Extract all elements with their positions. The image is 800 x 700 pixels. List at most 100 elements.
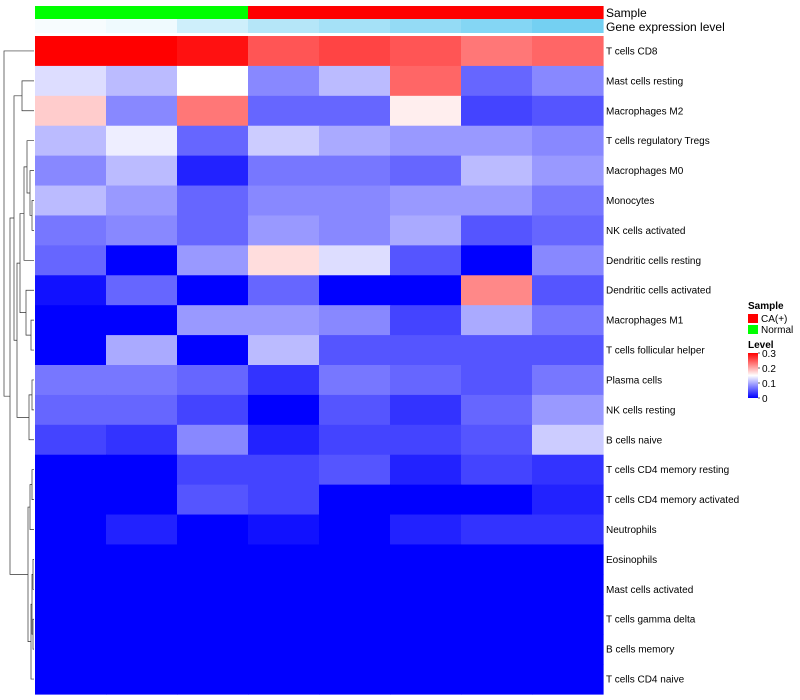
heatmap-cell	[35, 574, 107, 605]
heatmap-cell	[532, 394, 604, 426]
heatmap-cell	[248, 36, 320, 67]
dendrogram-branch	[26, 140, 34, 194]
row-label: T cells follicular helper	[606, 346, 705, 357]
heatmap-cell	[319, 36, 391, 67]
heatmap-cell	[177, 424, 249, 456]
heatmap-cell	[319, 544, 391, 575]
heatmap-cell	[319, 65, 391, 97]
heatmap-cell	[390, 155, 462, 187]
heatmap-cell	[35, 36, 107, 67]
heatmap-cell	[177, 664, 249, 695]
heatmap-cell	[532, 335, 604, 366]
sample-annotation-cell	[35, 6, 107, 19]
dendrogram-branch	[28, 394, 34, 441]
heatmap-cell	[461, 95, 533, 127]
heatmap-cell	[319, 664, 391, 695]
heatmap-cell	[177, 544, 249, 575]
row-label: Monocytes	[606, 196, 654, 207]
row-label: Macrophages M0	[606, 166, 684, 177]
heatmap-cell	[461, 275, 533, 306]
heatmap-cell	[106, 664, 178, 695]
dendrogram-branch	[9, 217, 28, 575]
heatmap-cell	[177, 65, 249, 97]
expression-annotation-cell	[177, 19, 249, 33]
heatmap-cell	[461, 36, 533, 67]
heatmap-cell	[532, 544, 604, 575]
heatmap-cell	[461, 185, 533, 217]
heatmap-cell	[177, 36, 249, 67]
legend-ca-label: CA(+)	[761, 314, 787, 325]
row-labels: T cells CD8 Mast cells resting Macrophages…	[606, 46, 739, 685]
row-label: Macrophages M2	[606, 106, 684, 117]
heatmap-cell	[35, 185, 107, 217]
row-label: B cells naive	[606, 435, 663, 446]
heatmap-cell	[106, 215, 178, 246]
heatmap-cell	[35, 65, 107, 97]
heatmap-cell	[319, 394, 391, 426]
heatmap-cell	[177, 95, 249, 127]
heatmap-cell	[248, 394, 320, 426]
heatmap-cell	[390, 514, 462, 546]
heatmap-cell	[319, 634, 391, 665]
heatmap-cell	[532, 634, 604, 665]
row-label: Dendritic cells resting	[606, 256, 701, 267]
heatmap-cell	[248, 424, 320, 456]
row-label: T cells regulatory Tregs	[606, 136, 710, 147]
heatmap-cell	[177, 305, 249, 336]
heatmap-cell	[461, 125, 533, 157]
expression-annotation-cell	[461, 19, 533, 33]
heatmap-cell	[35, 215, 107, 246]
heatmap-cell	[532, 514, 604, 546]
heatmap-cell	[319, 125, 391, 157]
heatmap-cell	[177, 454, 249, 486]
row-label: T cells CD4 naive	[606, 675, 685, 686]
heatmap-cell	[248, 604, 320, 635]
heatmap-cell	[106, 544, 178, 575]
heatmap-cell	[177, 634, 249, 665]
legend-normal-label: Normal	[761, 325, 793, 336]
heatmap-cell	[461, 544, 533, 575]
heatmap-cell	[532, 36, 604, 67]
legend-sample-title: Sample	[748, 301, 784, 312]
heatmap-cell	[106, 634, 178, 665]
heatmap-cell	[106, 305, 178, 336]
legend-level-gradient	[748, 353, 758, 398]
heatmap-cell	[390, 394, 462, 426]
row-label: Dendritic cells activated	[606, 286, 711, 297]
heatmap-cell	[390, 604, 462, 635]
legend-tick-label: 0.1	[762, 379, 776, 390]
heatmap-cell	[390, 185, 462, 217]
heatmap-cell	[248, 544, 320, 575]
sample-annotation-cell	[319, 6, 391, 19]
heatmap-cell	[106, 95, 178, 127]
heatmap-cell	[248, 125, 320, 157]
heatmap-cell	[106, 245, 178, 276]
heatmap-cell	[35, 604, 107, 635]
heatmap-cell	[461, 155, 533, 187]
heatmap-cell	[319, 155, 391, 187]
heatmap-cell	[319, 574, 391, 605]
heatmap-cell	[390, 634, 462, 665]
heatmap-cell	[35, 155, 107, 187]
heatmap-cell	[390, 275, 462, 306]
expression-annotation-label: Gene expression level	[606, 20, 725, 34]
heatmap-cell	[390, 36, 462, 67]
heatmap-cell	[106, 125, 178, 157]
heatmap-cell	[106, 604, 178, 635]
dendrogram-branch	[23, 166, 34, 261]
heatmap-cell	[461, 305, 533, 336]
row-label: Neutrophils	[606, 525, 657, 536]
row-label: T cells gamma delta	[606, 615, 696, 626]
heatmap-cell	[35, 125, 107, 157]
heatmap-cell	[319, 215, 391, 246]
heatmap-cell	[390, 664, 462, 695]
heatmap-cell	[248, 155, 320, 187]
heatmap-cell	[532, 185, 604, 217]
heatmap-cell	[35, 484, 107, 516]
heatmap-cell	[35, 634, 107, 665]
heatmap-cell	[532, 275, 604, 306]
dendrogram-branch	[16, 262, 29, 418]
heatmap-cell	[532, 604, 604, 635]
heatmap-cell	[248, 335, 320, 366]
heatmap-cell	[532, 95, 604, 127]
